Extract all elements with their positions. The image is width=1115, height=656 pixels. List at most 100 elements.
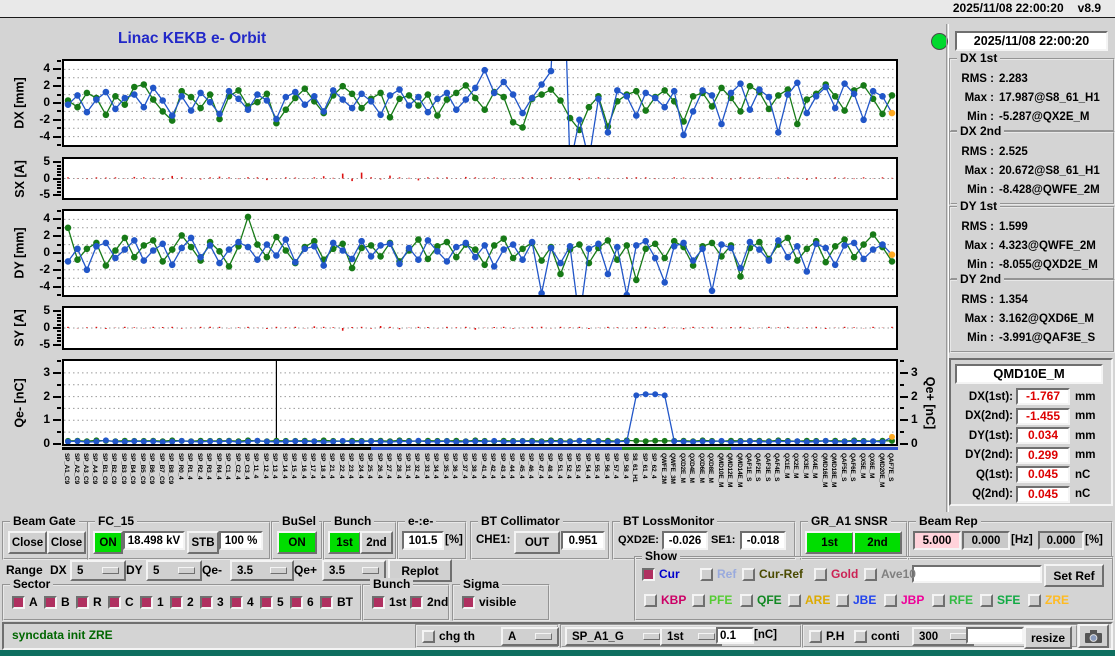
monitor-select-dropdown[interactable]: SP_A1_G (565, 627, 667, 646)
checkbox-indicator[interactable] (814, 567, 827, 581)
chg-th-checkbox[interactable]: chg th (422, 628, 475, 644)
show-qfe[interactable]: QFE (740, 592, 782, 608)
resize-button[interactable]: resize (1024, 626, 1072, 649)
checkbox-indicator[interactable] (12, 595, 25, 609)
checkbox-indicator[interactable] (644, 593, 657, 607)
checkbox-indicator[interactable] (260, 595, 273, 609)
stat-row: RMS :1.354 (961, 293, 1028, 306)
show-rfe[interactable]: RFE (932, 592, 973, 608)
sector-2[interactable]: 2 (170, 594, 194, 610)
sector-6[interactable]: 6 (290, 594, 314, 610)
replot-button[interactable]: Replot (388, 559, 452, 582)
set-ref-button[interactable]: Set Ref (1044, 564, 1104, 587)
sx-plot-row: SX [A] 5 0 -5 (0, 154, 946, 201)
show-cur-ref[interactable]: Cur-Ref (742, 566, 803, 582)
show-ref[interactable]: Ref (700, 566, 736, 582)
beam-gate-close-1-button[interactable]: Close (8, 531, 47, 554)
checkbox-indicator[interactable] (372, 595, 385, 609)
sector-bt[interactable]: BT (320, 594, 353, 610)
checkbox-indicator[interactable] (200, 595, 213, 609)
checkbox-indicator[interactable] (884, 593, 897, 607)
checkbox-indicator[interactable] (692, 593, 705, 607)
checkbox-indicator[interactable] (410, 595, 423, 609)
stat-row: Max :4.323@QWFE_2M (964, 239, 1096, 252)
checkbox-indicator[interactable] (170, 595, 183, 609)
checkbox-indicator[interactable] (932, 593, 945, 607)
show-kbp[interactable]: KBP (644, 592, 686, 608)
beam-gate-close-2-button[interactable]: Close (47, 531, 86, 554)
sector-r[interactable]: R (76, 594, 102, 610)
sector-b[interactable]: B (44, 594, 70, 610)
snsr-1st-button[interactable]: 1st (805, 531, 854, 554)
checkbox-indicator[interactable] (700, 567, 713, 581)
dx-axis-label: DX [mm] (13, 77, 27, 129)
status-led (931, 33, 948, 50)
camera-icon (1085, 629, 1102, 643)
sector-c[interactable]: C (108, 594, 134, 610)
checkbox-indicator[interactable] (980, 593, 993, 607)
show-are[interactable]: ARE (788, 592, 830, 608)
range-qep-label: Qe+ (294, 563, 318, 577)
checkbox-indicator[interactable] (642, 567, 655, 581)
bunch-1st[interactable]: 1st (372, 594, 406, 610)
status-bar: syncdata init ZRE chg th A SP_A1_G 1st [… (2, 622, 1113, 650)
checkbox-indicator[interactable] (740, 593, 753, 607)
ph-checkbox[interactable]: P.H (809, 628, 844, 644)
show-jbp[interactable]: JBP (884, 592, 924, 608)
show-pfe[interactable]: PFE (692, 592, 732, 608)
show-ave10[interactable]: Ave10 (864, 566, 916, 582)
group-title: Bunch (331, 515, 375, 528)
show-sfe[interactable]: SFE (980, 592, 1020, 608)
charge-threshold-input[interactable] (716, 627, 754, 644)
range-dy-dropdown[interactable]: 5 (146, 560, 202, 581)
checkbox-indicator[interactable] (44, 595, 57, 609)
checkbox-indicator[interactable] (320, 595, 333, 609)
show-gold[interactable]: Gold (814, 566, 858, 582)
checkbox-label: 2nd (427, 595, 449, 609)
range-dx-dropdown[interactable]: 5 (70, 560, 126, 581)
monitor-name[interactable]: QMD10E_M (955, 364, 1103, 384)
th-select-dropdown[interactable]: A (501, 627, 559, 646)
checkbox-indicator[interactable] (290, 595, 303, 609)
conti-checkbox[interactable]: conti (854, 628, 900, 644)
sector-a[interactable]: A (12, 594, 38, 610)
checkbox-indicator[interactable] (76, 595, 89, 609)
sector-5[interactable]: 5 (260, 594, 284, 610)
busel-on-button[interactable]: ON (277, 531, 317, 554)
fc15-on-button[interactable]: ON (93, 531, 123, 554)
count-select-dropdown[interactable]: 300 (912, 627, 974, 646)
bunch-2nd-button[interactable]: 2nd (360, 531, 393, 554)
show-cur[interactable]: Cur (642, 566, 680, 582)
checkbox-indicator[interactable] (140, 595, 153, 609)
checkbox-label: ZRE (1045, 593, 1069, 607)
count-input[interactable] (966, 627, 1024, 644)
show-jbe[interactable]: JBE (836, 592, 876, 608)
sigma-visible[interactable]: visible (462, 594, 516, 610)
qe-plus-axis-label: Qe+ [nC] (923, 376, 937, 429)
checkbox-indicator[interactable] (230, 595, 243, 609)
reference-name-input[interactable] (912, 565, 1042, 583)
sector-4[interactable]: 4 (230, 594, 254, 610)
snsr-2nd-button[interactable]: 2nd (853, 531, 902, 554)
checkbox-indicator[interactable] (462, 595, 475, 609)
checkbox-indicator[interactable] (864, 567, 877, 581)
checkbox-indicator[interactable] (788, 593, 801, 607)
fc15-stb-button[interactable]: STB (187, 531, 219, 554)
checkbox-indicator[interactable] (1028, 593, 1041, 607)
sector-1[interactable]: 1 (140, 594, 164, 610)
show-zre[interactable]: ZRE (1028, 592, 1069, 608)
checkbox-indicator[interactable] (836, 593, 849, 607)
che1-out-button[interactable]: OUT (514, 531, 560, 554)
range-qep-dropdown[interactable]: 3.5 (322, 560, 386, 581)
sector-3[interactable]: 3 (200, 594, 224, 610)
bunch-select-dropdown[interactable]: 1st (660, 627, 722, 646)
checkbox-indicator[interactable] (108, 595, 121, 609)
checkbox-indicator[interactable] (422, 629, 435, 643)
screenshot-button[interactable] (1078, 624, 1109, 648)
bunch-2nd[interactable]: 2nd (410, 594, 448, 610)
checkbox-indicator[interactable] (854, 629, 867, 643)
bunch-1st-button[interactable]: 1st (328, 531, 361, 554)
checkbox-indicator[interactable] (809, 629, 822, 643)
checkbox-indicator[interactable] (742, 567, 755, 581)
range-qem-dropdown[interactable]: 3.5 (230, 560, 294, 581)
